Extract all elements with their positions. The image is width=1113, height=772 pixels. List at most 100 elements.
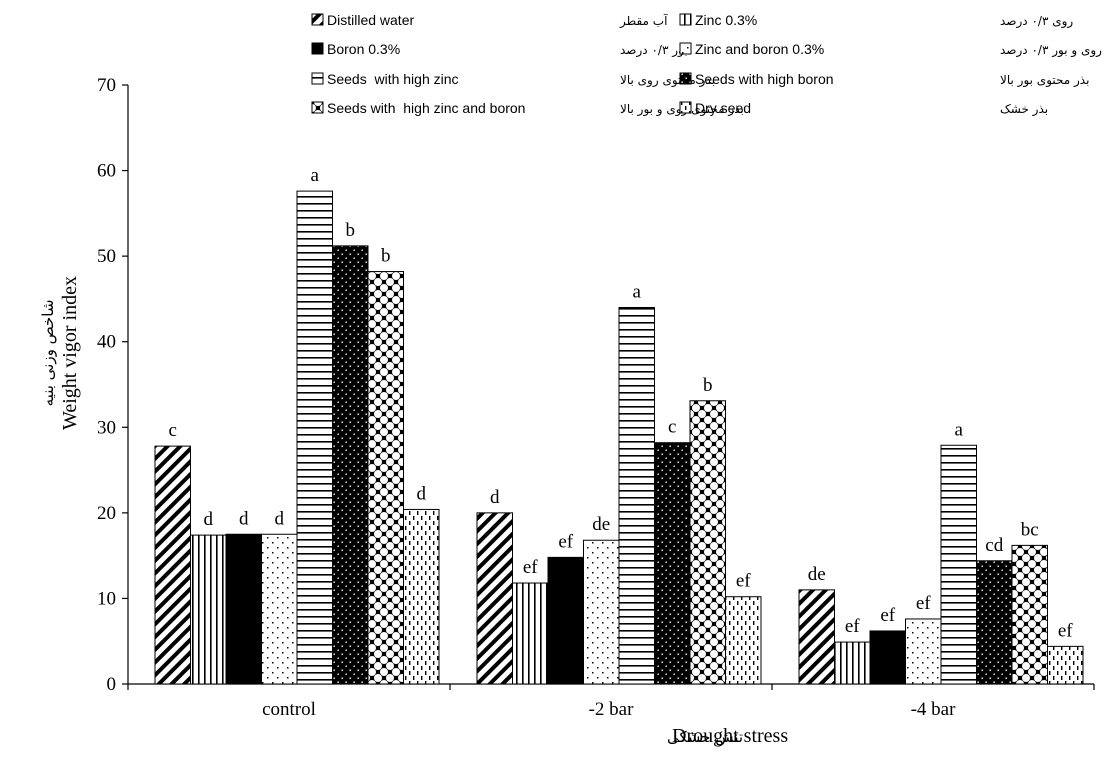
legend-swatch bbox=[679, 101, 692, 114]
y-tick-label: 30 bbox=[97, 417, 116, 438]
significance-letter: ef bbox=[523, 557, 538, 578]
legend-item: Zinc and boron 0.3% روی و بور ۰/۳ درصد bbox=[679, 41, 1102, 58]
significance-letter: de bbox=[592, 514, 610, 535]
significance-letter: ef bbox=[916, 593, 931, 614]
significance-letter: ef bbox=[558, 531, 573, 552]
legend-item: Dry seed بذر خشک bbox=[679, 100, 1048, 117]
significance-letter: a bbox=[311, 165, 320, 186]
legend: Distilled water آب مقطر Zinc 0.3% روی ۰/۳ د… bbox=[311, 12, 1102, 117]
bar bbox=[261, 533, 298, 685]
y-tick-label: 70 bbox=[97, 75, 116, 96]
significance-letter: d bbox=[204, 509, 214, 530]
legend-label-en: Zinc 0.3% bbox=[695, 12, 757, 28]
bars bbox=[154, 190, 1084, 685]
legend-swatch bbox=[311, 42, 324, 55]
legend-label-fa: بذر خشک bbox=[1000, 102, 1048, 117]
significance-letter: a bbox=[955, 419, 964, 440]
legend-label-fa: روی ۰/۳ درصد bbox=[1000, 14, 1073, 29]
bar bbox=[190, 534, 227, 685]
legend-swatch bbox=[311, 72, 324, 85]
legend-item: Distilled water آب مقطر bbox=[311, 12, 668, 29]
legend-label-en: Seeds with high zinc bbox=[327, 71, 459, 87]
legend-label-fa: بور ۰/۳ درصد bbox=[620, 43, 688, 58]
x-axis: control -2 bar -4 bar bbox=[127, 683, 1095, 720]
bar bbox=[1047, 645, 1084, 685]
legend-swatch bbox=[679, 13, 692, 26]
x-tick-label: -2 bar bbox=[589, 699, 635, 720]
significance-letter: d bbox=[417, 483, 427, 504]
bar bbox=[296, 190, 333, 685]
y-tick-label: 60 bbox=[97, 161, 116, 182]
bar bbox=[976, 560, 1013, 685]
bar bbox=[654, 442, 691, 685]
legend-label-en: Boron 0.3% bbox=[327, 41, 400, 57]
significance-letter: d bbox=[275, 508, 285, 529]
x-axis-label-en: Drought stress bbox=[672, 725, 788, 747]
significance-letter: ef bbox=[845, 616, 860, 637]
legend-item: Seeds with high zinc and boron بذر محتوی … bbox=[311, 100, 744, 117]
bar bbox=[689, 400, 726, 685]
bar bbox=[547, 556, 584, 685]
bar bbox=[476, 512, 513, 685]
significance-letter: de bbox=[808, 564, 826, 585]
significance-letter: b bbox=[703, 375, 713, 396]
legend-label-en: Distilled water bbox=[327, 12, 414, 28]
y-axis: 0 10 20 30 40 50 60 70 bbox=[97, 75, 129, 695]
legend-label-fa: بذر محتوی بور بالا bbox=[1000, 73, 1089, 88]
bar bbox=[225, 533, 262, 685]
significance-letter: bc bbox=[1021, 519, 1039, 540]
legend-item: Seeds with high zinc بذر محتوی روی بالا bbox=[311, 71, 715, 88]
significance-letter: c bbox=[668, 417, 676, 438]
legend-label-en: Seeds with high zinc and boron bbox=[327, 100, 525, 116]
legend-item: Zinc 0.3% روی ۰/۳ درصد bbox=[679, 12, 1073, 29]
legend-swatch bbox=[679, 42, 692, 55]
significance-letter: b bbox=[346, 220, 356, 241]
y-axis-label-fa: شاخص وزنی بنیه bbox=[39, 300, 57, 407]
x-axis-title: تنش خشکی Drought stress bbox=[667, 725, 788, 747]
bar bbox=[583, 539, 620, 685]
legend-label-en: Dry seed bbox=[695, 100, 751, 116]
bar bbox=[834, 641, 871, 685]
bar bbox=[725, 596, 762, 685]
y-tick-label: 40 bbox=[97, 332, 116, 353]
bar bbox=[367, 271, 404, 685]
bar bbox=[154, 445, 191, 685]
y-tick-label: 10 bbox=[97, 588, 116, 609]
significance-letter: ef bbox=[1058, 620, 1073, 641]
y-tick-label: 20 bbox=[97, 503, 116, 524]
legend-item: Boron 0.3% بور ۰/۳ درصد bbox=[311, 41, 688, 58]
y-tick-label: 50 bbox=[97, 246, 116, 267]
significance-letter: ef bbox=[736, 571, 751, 592]
significance-letter: cd bbox=[985, 535, 1003, 556]
bar bbox=[798, 589, 835, 685]
bar bbox=[332, 245, 369, 685]
bar bbox=[403, 508, 440, 685]
legend-label-fa: آب مقطر bbox=[619, 13, 668, 29]
legend-label-en: Zinc and boron 0.3% bbox=[695, 41, 824, 57]
bar bbox=[940, 444, 977, 685]
significance-letter: b bbox=[381, 246, 391, 267]
bar bbox=[512, 582, 549, 685]
y-axis-label-en: Weight vigor index bbox=[59, 276, 81, 430]
bar bbox=[905, 618, 942, 685]
significance-letter: c bbox=[169, 420, 177, 441]
legend-label-fa: روی و بور ۰/۳ درصد bbox=[1000, 43, 1102, 58]
x-tick-label: control bbox=[262, 699, 316, 720]
significance-letter: d bbox=[239, 508, 249, 529]
x-tick-label: -4 bar bbox=[911, 699, 957, 720]
bar bbox=[1011, 544, 1048, 685]
legend-item: Seeds with high boron بذر محتوی بور بالا bbox=[679, 71, 1089, 88]
legend-swatch bbox=[311, 13, 324, 26]
legend-label-en: Seeds with high boron bbox=[695, 71, 834, 87]
significance-letter: d bbox=[490, 487, 500, 508]
bar bbox=[618, 306, 655, 685]
legend-swatch bbox=[311, 101, 324, 114]
bar bbox=[869, 630, 906, 685]
x-axis-label-fa: تنش خشکی bbox=[667, 728, 743, 746]
y-tick-label: 0 bbox=[107, 674, 117, 695]
significance-letter: a bbox=[633, 281, 642, 302]
legend-swatch bbox=[679, 72, 692, 85]
significance-letter: ef bbox=[880, 605, 895, 626]
